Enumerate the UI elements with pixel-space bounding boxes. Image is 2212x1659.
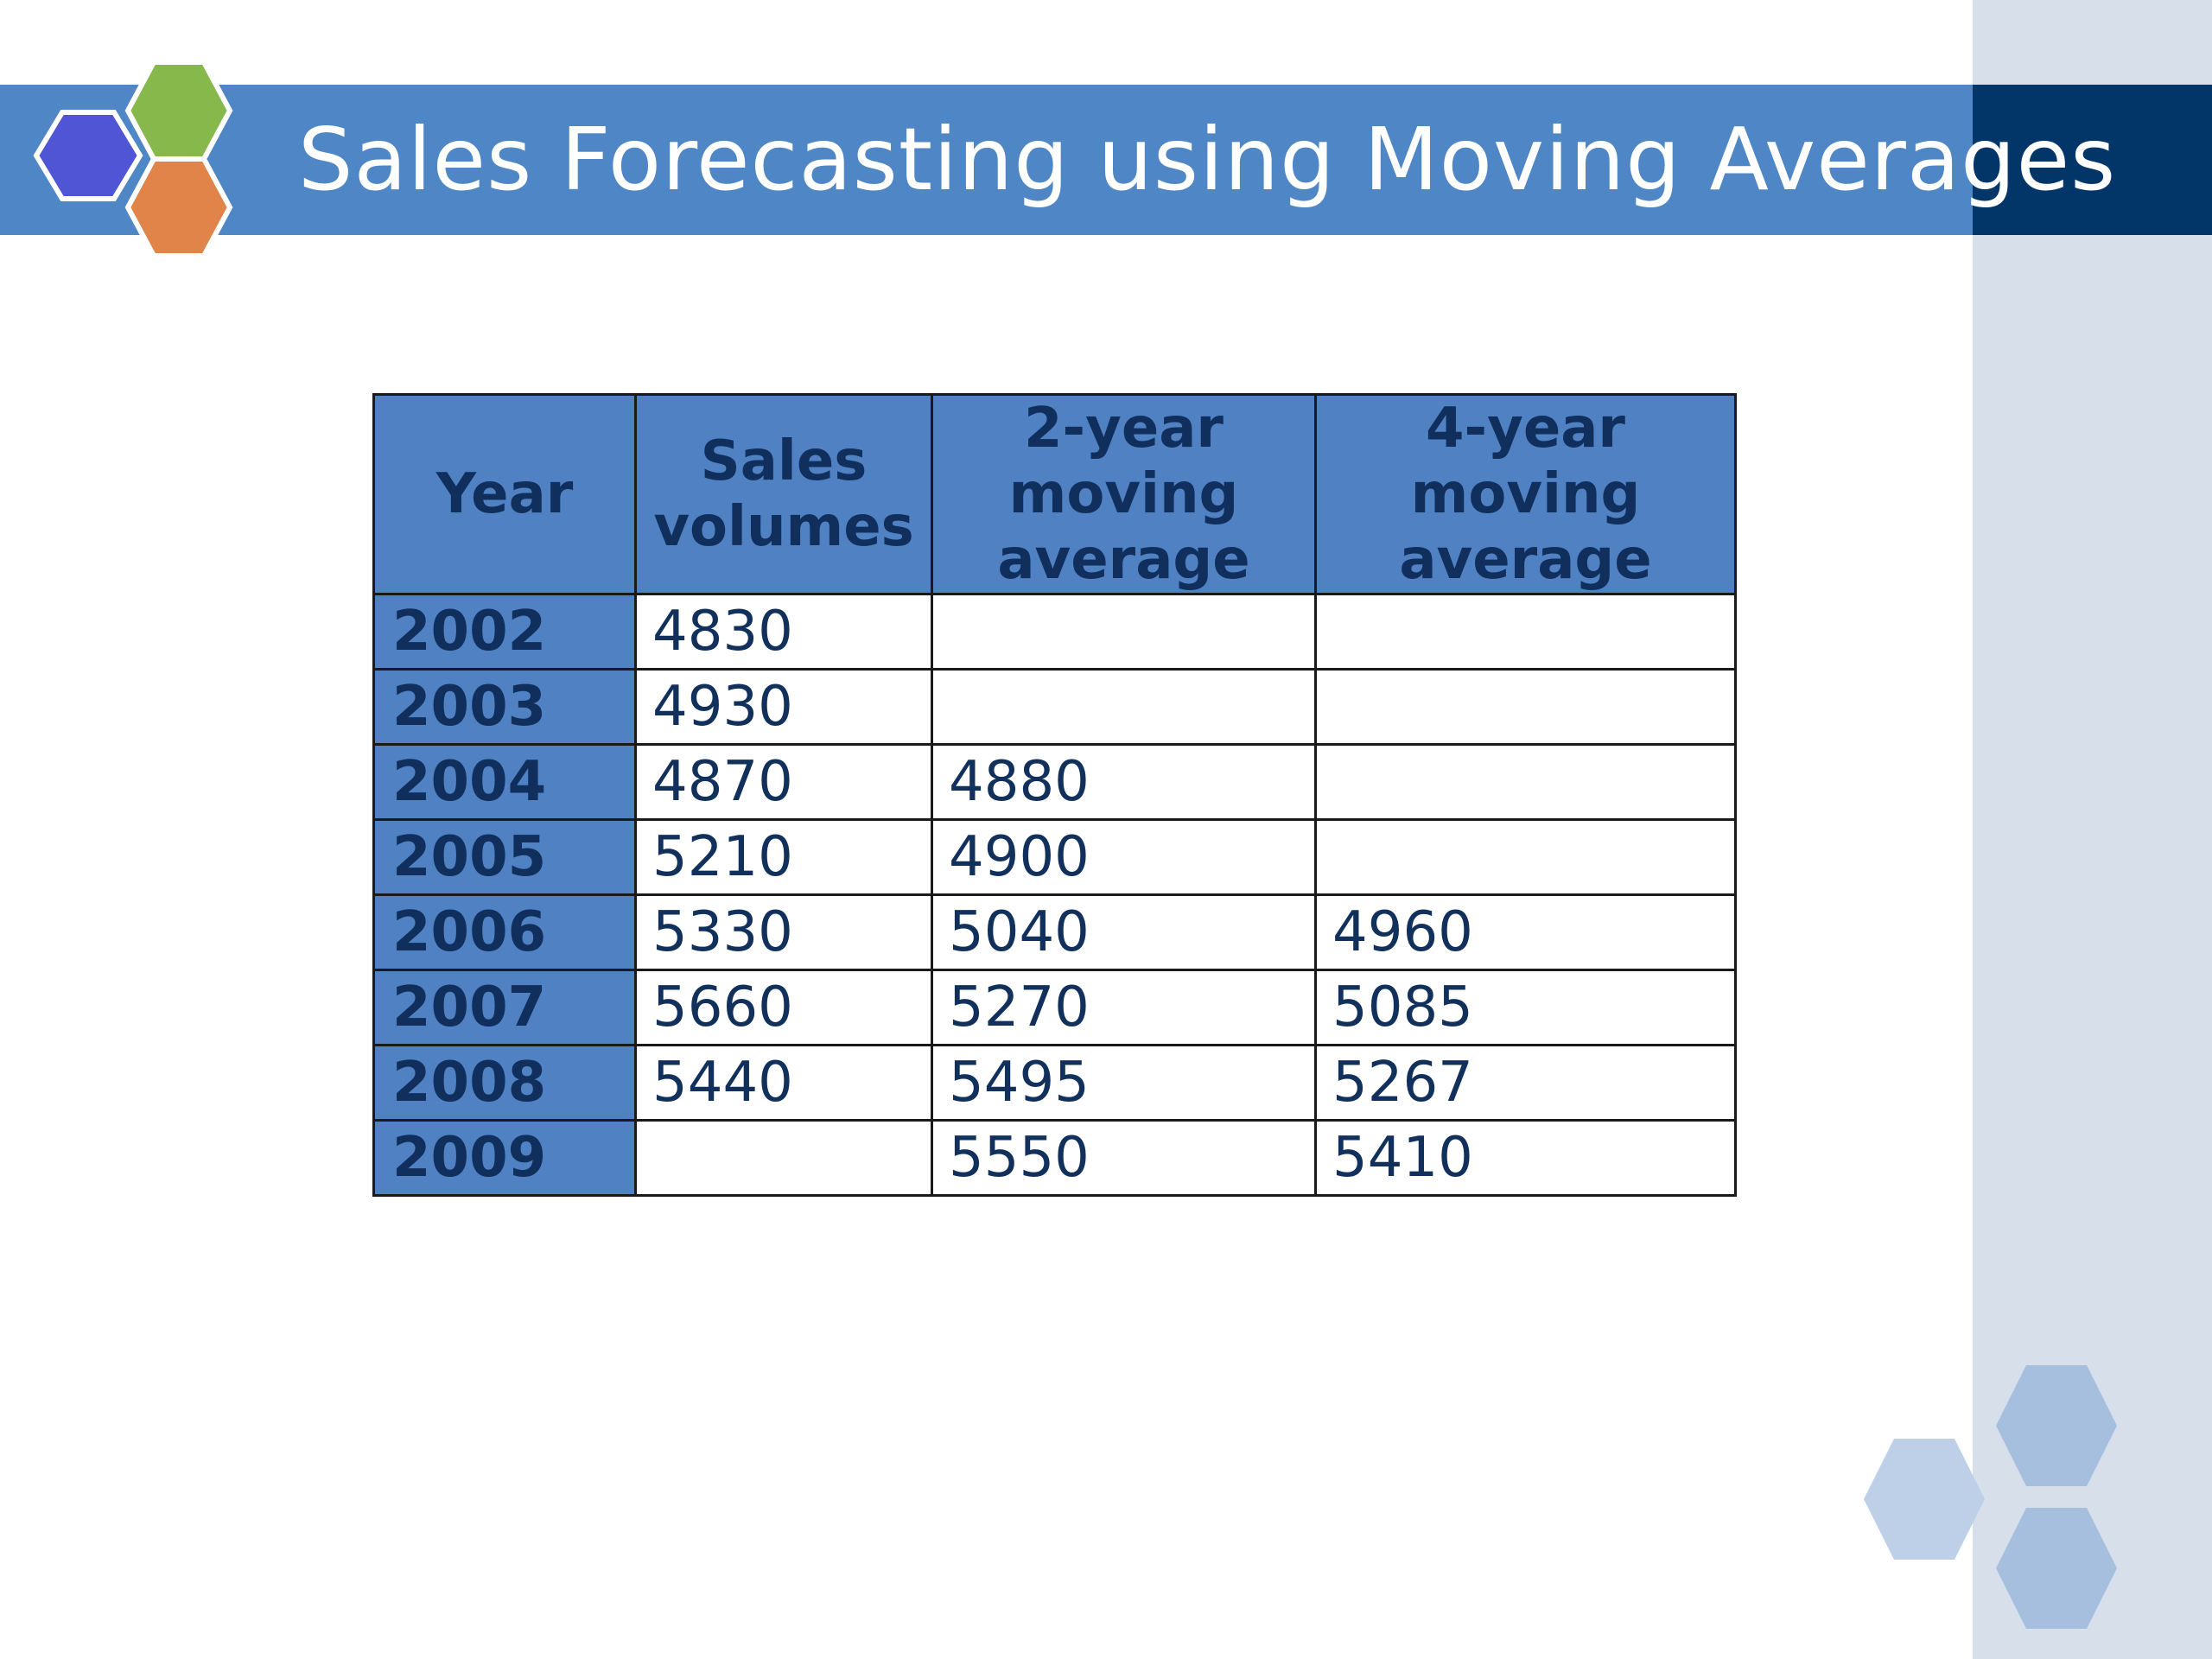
hexagon-logo-icon <box>33 60 233 258</box>
ma2-cell <box>931 668 1317 746</box>
sales-cell <box>634 1119 933 1197</box>
table-header-row: Year Sales volumes 2-year moving average… <box>372 393 1737 595</box>
sales-cell: 4830 <box>634 593 933 671</box>
column-header-year: Year <box>372 393 637 595</box>
orange-hexagon-icon <box>124 156 233 258</box>
sales-cell: 5440 <box>634 1044 933 1122</box>
sales-cell: 5660 <box>634 969 933 1046</box>
deco-hexagon-icon <box>1996 1365 2117 1486</box>
ma2-cell: 5550 <box>931 1119 1317 1197</box>
table-row: 2003 4930 <box>372 668 1737 746</box>
table-row: 2006 5330 5040 4960 <box>372 893 1737 971</box>
table-row: 2009 5550 5410 <box>372 1119 1737 1197</box>
title-bar <box>0 85 2212 235</box>
table-row: 2005 5210 4900 <box>372 818 1737 896</box>
ma4-cell <box>1314 743 1737 821</box>
deco-hexagon-icon <box>1996 1508 2117 1629</box>
decorative-hexagons-icon <box>1864 1365 2117 1629</box>
ma4-cell: 5085 <box>1314 969 1737 1046</box>
year-cell: 2009 <box>372 1119 637 1197</box>
moving-average-table: Year Sales volumes 2-year moving average… <box>372 393 1737 1197</box>
ma4-cell <box>1314 668 1737 746</box>
green-hexagon-icon <box>124 60 233 162</box>
year-cell: 2002 <box>372 593 637 671</box>
table-row: 2004 4870 4880 <box>372 743 1737 821</box>
sales-cell: 5330 <box>634 893 933 971</box>
sales-cell: 4870 <box>634 743 933 821</box>
ma4-cell: 5267 <box>1314 1044 1737 1122</box>
sales-cell: 5210 <box>634 818 933 896</box>
year-cell: 2004 <box>372 743 637 821</box>
column-header-2-year-moving-average: 2-year moving average <box>931 393 1317 595</box>
ma4-cell: 5410 <box>1314 1119 1737 1197</box>
deco-hexagon-icon <box>1864 1439 1985 1560</box>
column-header-sales-volumes: Sales volumes <box>634 393 933 595</box>
ma4-cell <box>1314 818 1737 896</box>
title-bar-accent <box>1973 85 2212 235</box>
year-cell: 2007 <box>372 969 637 1046</box>
ma2-cell: 5270 <box>931 969 1317 1046</box>
purple-hexagon-icon <box>33 110 143 201</box>
ma2-cell: 5495 <box>931 1044 1317 1122</box>
ma4-cell <box>1314 593 1737 671</box>
ma2-cell <box>931 593 1317 671</box>
ma2-cell: 4900 <box>931 818 1317 896</box>
year-cell: 2005 <box>372 818 637 896</box>
sales-cell: 4930 <box>634 668 933 746</box>
table-row: 2008 5440 5495 5267 <box>372 1044 1737 1122</box>
ma2-cell: 5040 <box>931 893 1317 971</box>
table-row: 2007 5660 5270 5085 <box>372 969 1737 1046</box>
slide-title: Sales Forecasting using Moving Averages <box>298 109 2117 210</box>
year-cell: 2008 <box>372 1044 637 1122</box>
ma4-cell: 4960 <box>1314 893 1737 971</box>
year-cell: 2003 <box>372 668 637 746</box>
year-cell: 2006 <box>372 893 637 971</box>
table-row: 2002 4830 <box>372 593 1737 671</box>
column-header-4-year-moving-average: 4-year moving average <box>1314 393 1737 595</box>
ma2-cell: 4880 <box>931 743 1317 821</box>
